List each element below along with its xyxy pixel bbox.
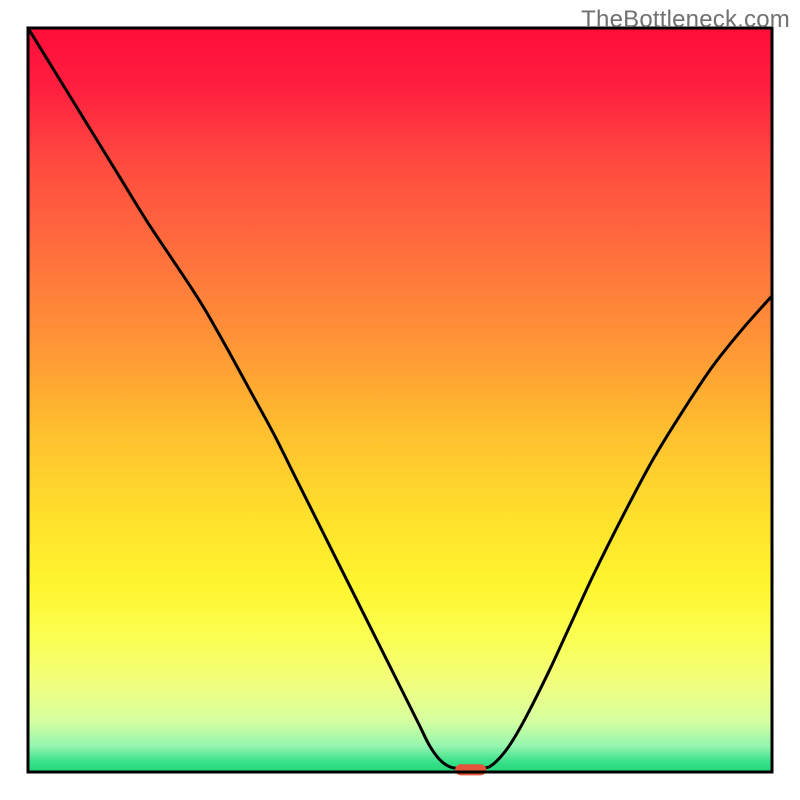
watermark-text: TheBottleneck.com bbox=[581, 6, 790, 34]
optimum-marker bbox=[455, 764, 486, 775]
bottleneck-chart: TheBottleneck.com bbox=[0, 0, 800, 800]
plot-background bbox=[28, 28, 772, 772]
chart-canvas bbox=[0, 0, 800, 800]
